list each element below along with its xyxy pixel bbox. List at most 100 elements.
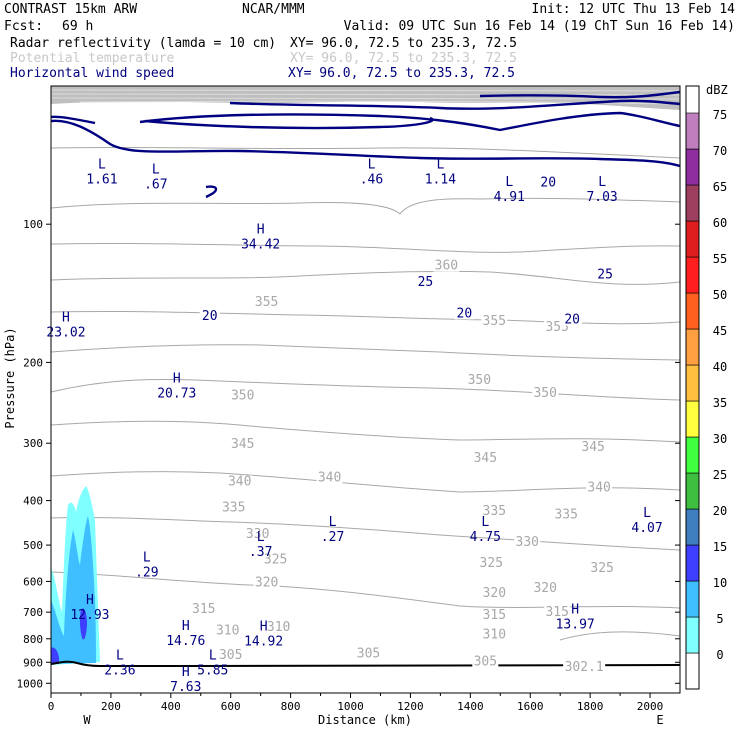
isentrope-label-bg bbox=[589, 562, 616, 575]
isentropes bbox=[50, 146, 681, 641]
isentrope-label: 302.1 bbox=[565, 660, 604, 675]
wind-label-bg bbox=[454, 306, 475, 320]
isentrope-label-bg bbox=[355, 647, 382, 660]
wind-label-bg bbox=[562, 312, 583, 326]
colorbar-tick-label: 0 bbox=[716, 648, 723, 662]
east-label: E bbox=[656, 713, 663, 727]
isentrope-330 bbox=[50, 344, 681, 361]
wind-contour-label: 25 bbox=[418, 275, 434, 290]
extremum-value: 4.91 bbox=[494, 190, 525, 205]
isentrope-345 bbox=[50, 242, 681, 253]
low-marker: L bbox=[143, 551, 151, 566]
isentrope-315 bbox=[50, 471, 681, 493]
isentrope-335 bbox=[50, 310, 681, 325]
colorbar-swatch bbox=[685, 472, 700, 510]
colorbar-swatch bbox=[685, 148, 700, 186]
colorbar-tick-label: 45 bbox=[713, 324, 727, 338]
extremum-value: 23.02 bbox=[46, 326, 85, 341]
high-marker: H bbox=[173, 372, 181, 387]
isentrope-label-bg bbox=[544, 605, 571, 618]
extremum-value: 4.75 bbox=[470, 530, 501, 545]
terrain-line bbox=[50, 660, 681, 667]
high-marker: H bbox=[571, 603, 579, 618]
low-marker: L bbox=[98, 158, 106, 173]
colorbar-tick-label: 50 bbox=[713, 288, 727, 302]
extremum-value: .29 bbox=[135, 566, 158, 581]
wind-contour-label: 20 bbox=[457, 306, 473, 321]
isentrope-350 bbox=[50, 197, 681, 215]
low-marker: L bbox=[436, 158, 444, 173]
isentrope-label: 320 bbox=[533, 581, 556, 596]
wind-contours bbox=[50, 90, 681, 199]
isentrope-label: 345 bbox=[474, 451, 497, 466]
isentrope-label: 325 bbox=[590, 561, 613, 576]
colorbar-tick-label: 60 bbox=[713, 216, 727, 230]
isentrope-label-bg bbox=[580, 440, 607, 453]
x-tick-label: 1200 bbox=[397, 700, 424, 713]
extremum-value: 13.97 bbox=[556, 618, 595, 633]
colorbar-swatch bbox=[685, 256, 700, 294]
isentrope-label: 340 bbox=[318, 471, 341, 486]
low-marker: L bbox=[598, 175, 606, 190]
isentrope-label: 325 bbox=[480, 556, 503, 571]
isentrope-label-bg bbox=[433, 259, 460, 272]
isentrope-label: 360 bbox=[435, 259, 458, 274]
wind-contour-label: 20 bbox=[564, 313, 580, 328]
x-tick-label: 800 bbox=[281, 700, 301, 713]
low-marker: L bbox=[368, 158, 376, 173]
plot-frame bbox=[50, 85, 681, 694]
isentrope-label-bg bbox=[514, 536, 541, 549]
isentrope-label: 350 bbox=[468, 373, 491, 388]
extremum-value: .37 bbox=[249, 545, 272, 560]
field-3-xy: XY= 96.0, 72.5 to 235.3, 72.5 bbox=[288, 66, 515, 81]
isentrope-label: 345 bbox=[231, 437, 254, 452]
field-2-name: Potential temperature bbox=[10, 51, 175, 66]
wind-20-top bbox=[479, 90, 681, 99]
low-marker: L bbox=[209, 649, 217, 664]
x-tick-label: 1800 bbox=[577, 700, 604, 713]
colorbar-swatch bbox=[685, 328, 700, 366]
isentrope-label-bg bbox=[214, 624, 241, 637]
colorbar-tick-label: 10 bbox=[713, 576, 727, 590]
isentrope-label: 350 bbox=[533, 386, 556, 401]
isentrope-label: 330 bbox=[516, 535, 539, 550]
low-marker: L bbox=[505, 175, 513, 190]
colorbar-tick-label: 75 bbox=[713, 108, 727, 122]
colorbar-tick-label: 5 bbox=[716, 612, 723, 626]
reflectivity-15-20-west bbox=[51, 647, 59, 664]
extremum-value: 1.61 bbox=[86, 173, 117, 188]
isentrope-label-bg bbox=[472, 655, 499, 668]
isentrope-355 bbox=[50, 146, 681, 159]
isentrope-label: 335 bbox=[554, 507, 577, 522]
isentrope-label: 310 bbox=[216, 624, 239, 639]
extremum-value: .46 bbox=[360, 173, 383, 188]
isentrope-label-bg bbox=[532, 387, 559, 400]
wind-label-bg bbox=[199, 308, 220, 322]
init-time: Init: 12 UTC Thu 13 Feb 14 bbox=[532, 2, 736, 17]
isentrope-label: 340 bbox=[587, 480, 610, 495]
wind-25-loop bbox=[144, 116, 434, 130]
low-marker: L bbox=[152, 163, 160, 178]
wind-label-bg bbox=[538, 175, 559, 189]
isentrope-label: 305 bbox=[357, 647, 380, 662]
isentrope-label: 320 bbox=[483, 586, 506, 601]
isentrope-label-bg bbox=[316, 471, 343, 484]
y-tick-label: 800 bbox=[23, 633, 43, 646]
isentrope-302 bbox=[559, 631, 681, 641]
isentrope-label: 325 bbox=[264, 552, 287, 567]
isentrope-label-bg bbox=[190, 603, 217, 616]
isentrope-label: 350 bbox=[231, 389, 254, 404]
isentrope-label-bg bbox=[481, 586, 508, 599]
isentrope-label-bg bbox=[220, 501, 247, 514]
isentrope-label-bg bbox=[265, 620, 292, 633]
isentrope-label-bg bbox=[553, 508, 580, 521]
x-tick-label: 400 bbox=[161, 700, 181, 713]
colorbar-swatch bbox=[685, 508, 700, 546]
isentrope-label: 340 bbox=[228, 475, 251, 490]
isentrope-label-bg bbox=[481, 315, 508, 328]
pressure-axis: 100 200 300 400 500 600 700 800 900 1000 bbox=[17, 218, 680, 690]
valid-time: Valid: 09 UTC Sun 16 Feb 14 (19 ChT Sun … bbox=[344, 19, 735, 34]
wind-contour-label: 25 bbox=[597, 268, 613, 283]
